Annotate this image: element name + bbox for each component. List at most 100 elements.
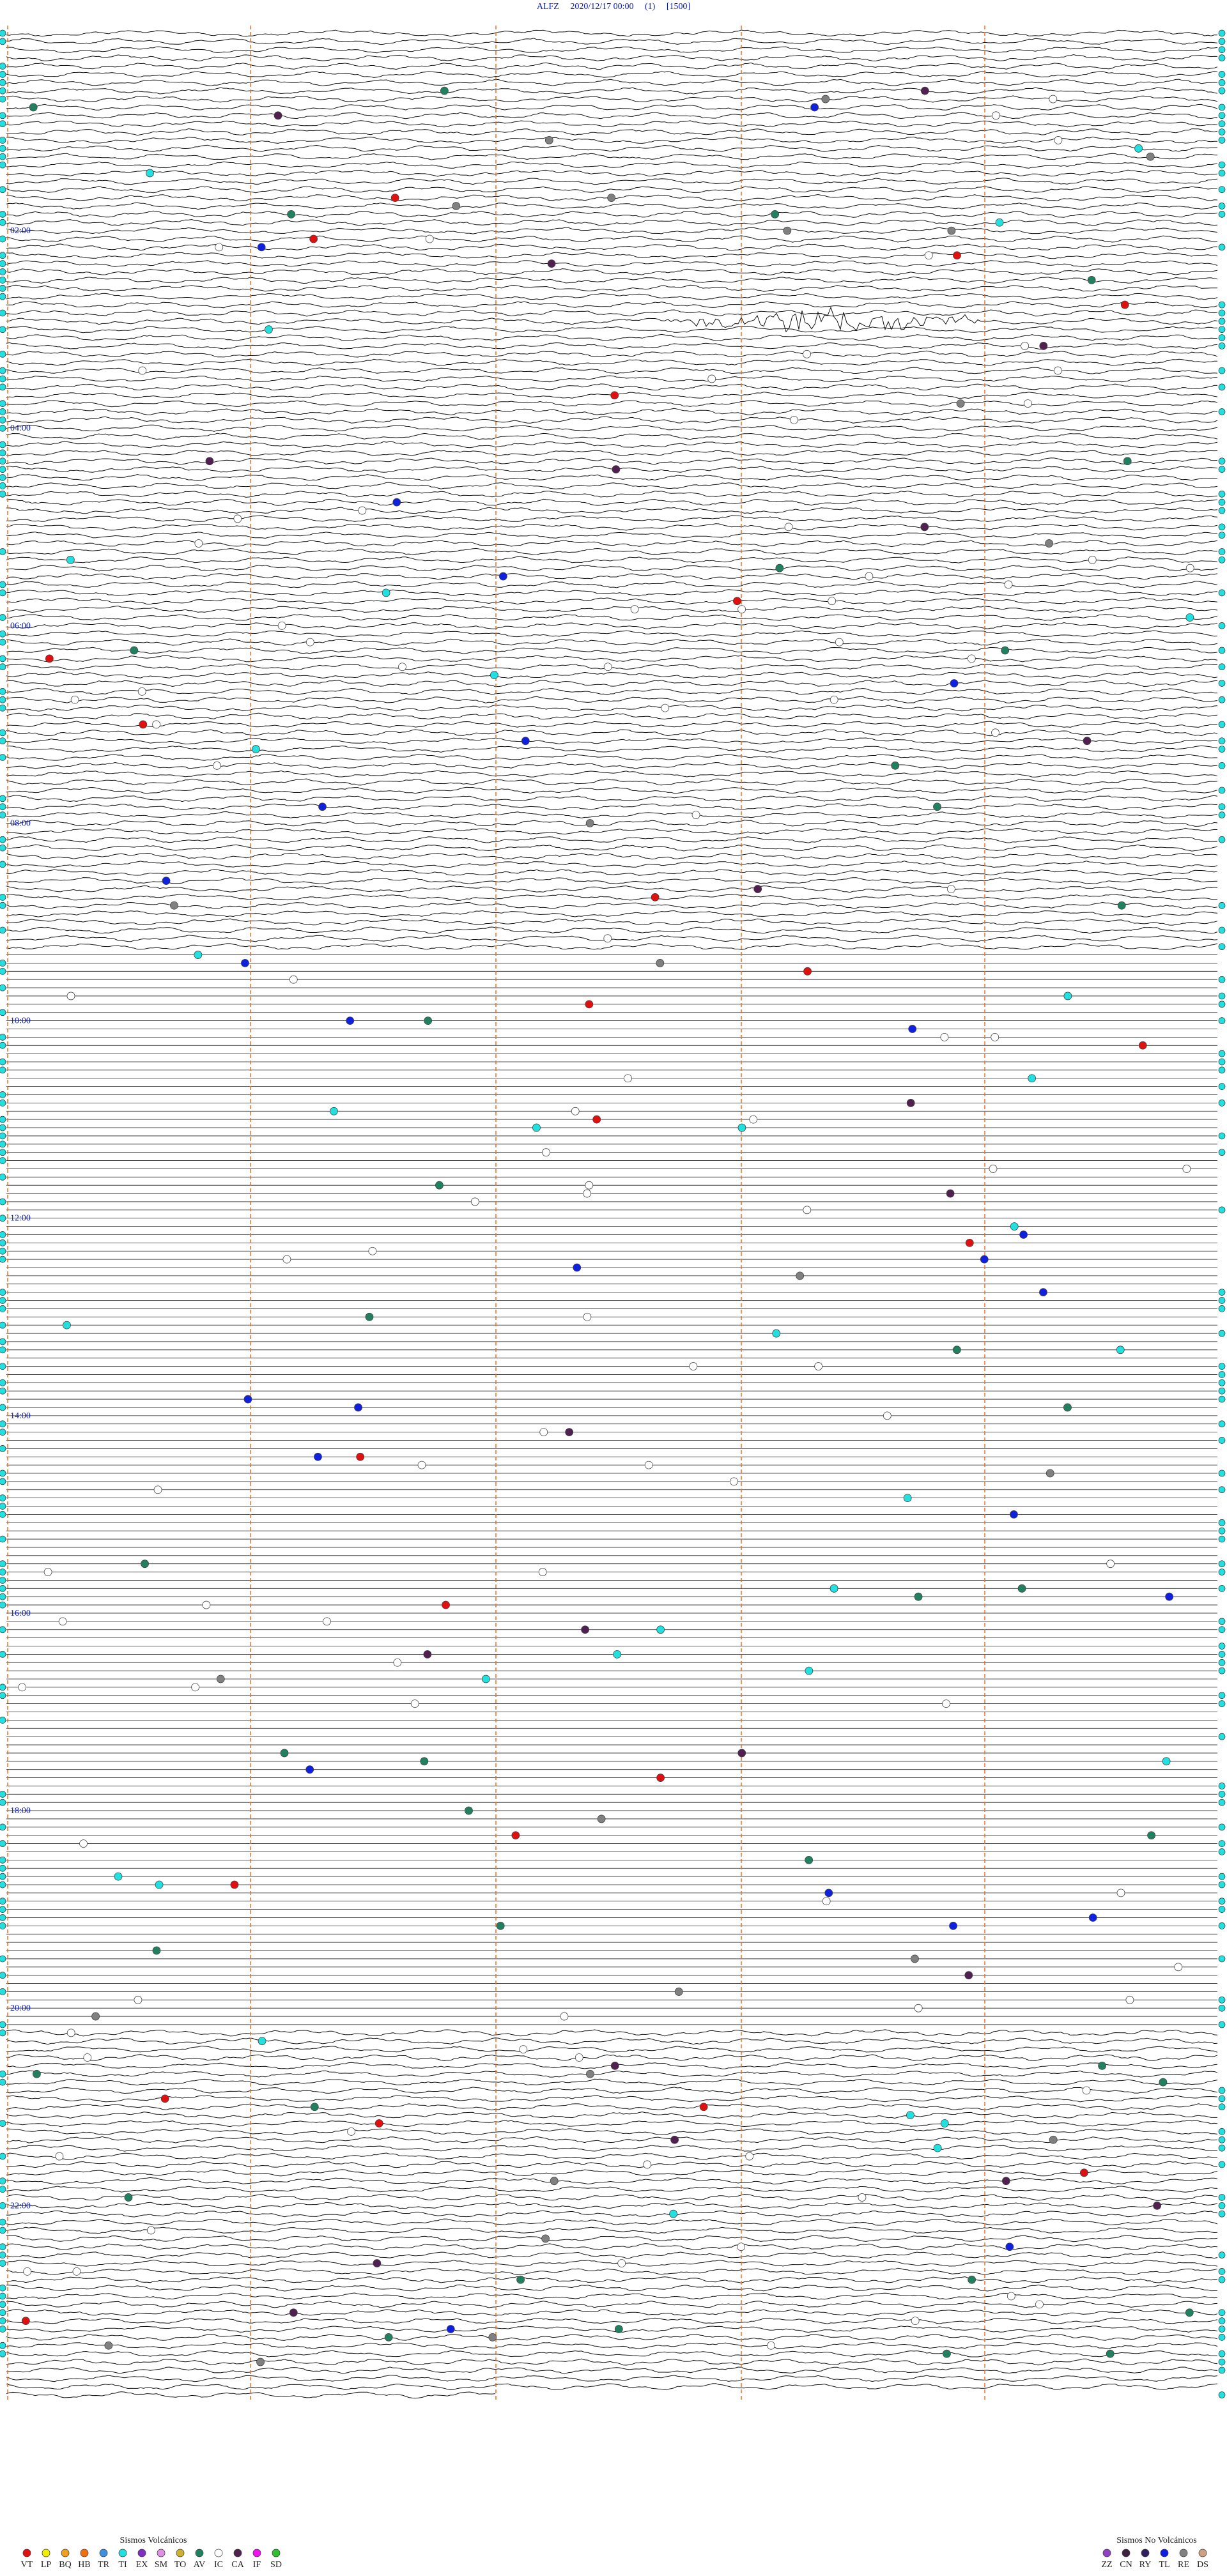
edge-marker: [0, 2227, 6, 2234]
event-marker: [104, 2341, 113, 2350]
edge-marker: [0, 1379, 6, 1386]
edge-marker: [1218, 309, 1226, 317]
event-marker: [547, 259, 556, 268]
edge-marker: [0, 1066, 6, 1074]
edge-marker: [0, 1494, 6, 1501]
legend-code: CA: [231, 2560, 244, 2570]
edge-marker: [0, 737, 6, 745]
event-marker: [194, 539, 203, 548]
edge-marker: [1218, 663, 1226, 671]
edge-marker: [1218, 38, 1226, 45]
edge-marker: [0, 1058, 6, 1066]
edge-marker: [1218, 2210, 1226, 2218]
event-marker: [368, 1246, 377, 1255]
event-marker: [257, 243, 266, 252]
edge-marker: [1218, 203, 1226, 210]
event-marker: [933, 2143, 942, 2152]
event-marker: [989, 1165, 998, 1173]
event-marker: [146, 2226, 155, 2235]
trace: [6, 169, 1218, 177]
event-marker: [603, 934, 612, 943]
edge-marker: [0, 1922, 6, 1929]
edge-marker: [1218, 1297, 1226, 1304]
edge-marker: [1218, 1922, 1226, 1929]
edge-marker: [1218, 2103, 1226, 2111]
event-marker: [573, 1263, 582, 1272]
edge-marker: [0, 2021, 6, 2028]
trace: [6, 935, 1218, 942]
trace: [6, 2251, 1218, 2259]
event-marker: [565, 1428, 574, 1437]
edge-marker: [1218, 1618, 1226, 1625]
event-marker: [1087, 275, 1096, 284]
legend-code: RE: [1178, 2560, 1189, 2570]
edge-marker: [1218, 1206, 1226, 1214]
trace: [6, 103, 1218, 111]
edge-marker: [1218, 696, 1226, 703]
edge-marker: [0, 1798, 6, 1806]
event-marker: [630, 605, 639, 613]
edge-marker: [1218, 1692, 1226, 1699]
edge-marker: [1218, 1149, 1226, 1156]
edge-marker: [0, 754, 6, 761]
trace: [6, 2145, 1218, 2152]
trace: [6, 2375, 1218, 2382]
trace: [6, 869, 1218, 877]
event-marker: [1001, 646, 1010, 655]
event-marker: [66, 555, 75, 564]
event-marker: [991, 1032, 999, 1041]
event-marker: [952, 1346, 961, 1354]
event-marker: [771, 210, 780, 218]
event-marker: [745, 2152, 754, 2161]
event-marker: [141, 1560, 149, 1568]
event-marker: [920, 523, 929, 532]
trace: [6, 29, 1217, 37]
trace: [6, 54, 1218, 62]
trace: [6, 630, 1218, 638]
event-marker: [803, 967, 812, 976]
trace: [6, 2045, 1218, 2053]
trace: [6, 2350, 1218, 2358]
event-marker: [651, 893, 660, 901]
edge-marker: [1218, 721, 1226, 728]
event-marker: [1125, 1995, 1134, 2004]
edge-marker: [1218, 992, 1226, 1000]
edge-marker: [1218, 1906, 1226, 1913]
time-guides: [7, 26, 985, 2402]
trace: [6, 95, 1218, 103]
edge-marker: [0, 466, 6, 473]
trace: [6, 885, 1218, 893]
edge-marker: [0, 2202, 6, 2209]
event-marker: [772, 1329, 781, 1338]
edge-marker: [0, 1692, 6, 1699]
edge-marker: [1218, 186, 1226, 194]
event-marker: [1045, 539, 1053, 548]
legend-code: TI: [118, 2560, 127, 2570]
event-marker: [354, 1403, 362, 1412]
trace: [6, 2078, 1218, 2086]
traces: [6, 29, 1218, 2399]
trace: [6, 671, 1218, 679]
event-marker: [858, 2193, 867, 2202]
edge-marker: [0, 2309, 6, 2317]
edge-marker: [1218, 1700, 1226, 1707]
trace: [6, 112, 1218, 119]
event-marker: [967, 654, 976, 663]
event-marker: [346, 1016, 355, 1025]
trace: [6, 218, 1218, 226]
edge-marker: [0, 38, 6, 45]
edge-marker: [1218, 1132, 1226, 1140]
edge-marker: [0, 1535, 6, 1543]
edge-marker: [1218, 1289, 1226, 1296]
edge-marker: [0, 400, 6, 407]
event-marker: [1134, 144, 1143, 153]
legend-swatch: [1198, 2549, 1207, 2557]
event-marker: [906, 1099, 915, 1107]
trace: [6, 893, 1218, 901]
trace: [6, 416, 1218, 424]
legend-code: EX: [136, 2560, 148, 2570]
trace: [6, 753, 1217, 761]
edge-marker: [0, 901, 6, 909]
event-marker: [70, 695, 79, 704]
event-marker: [521, 737, 530, 746]
